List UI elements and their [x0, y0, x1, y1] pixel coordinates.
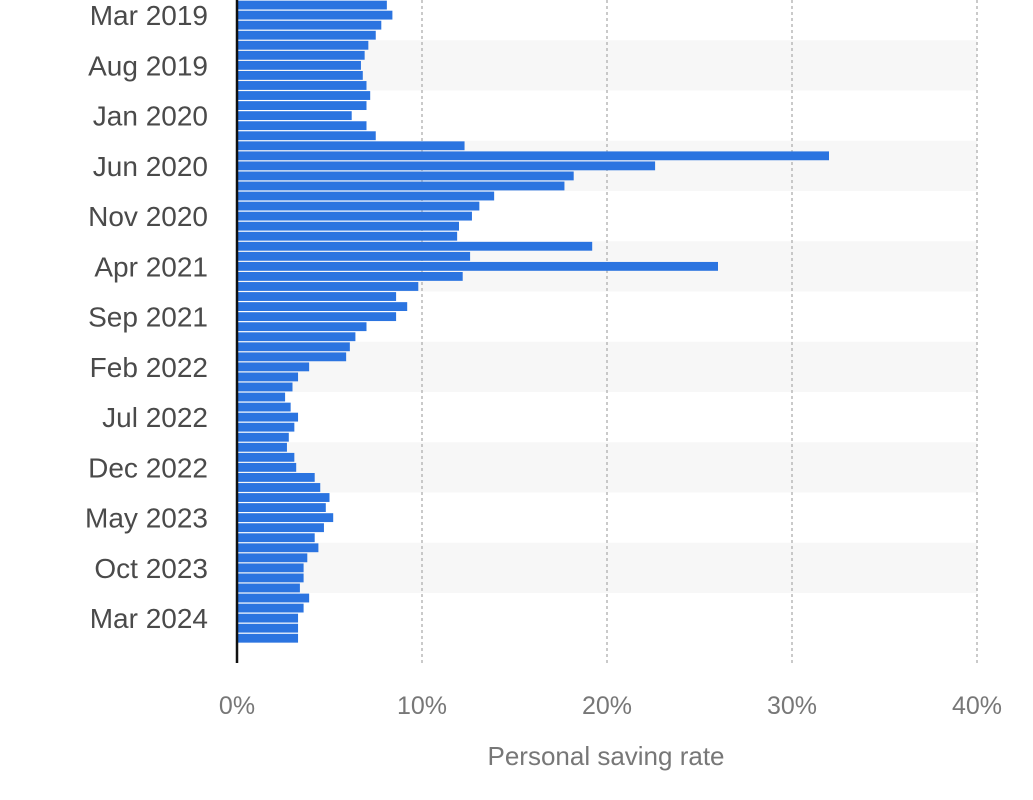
bar-may-2019 — [237, 30, 376, 40]
y-tick-oct-2023: Oct 2023 — [94, 553, 208, 584]
bar-sep-2020 — [237, 191, 495, 201]
band-9 — [237, 442, 977, 493]
bar-apr-2019 — [237, 20, 382, 30]
bar-mar-2020 — [237, 131, 376, 141]
bar-jul-2021 — [237, 292, 397, 301]
y-tick-dec-2022: Dec 2022 — [88, 452, 208, 483]
bar-jan-2022 — [237, 352, 347, 362]
y-tick-aug-2019: Aug 2019 — [88, 50, 208, 81]
bar-may-2020 — [237, 151, 829, 161]
x-tick-30: 30% — [767, 692, 817, 720]
bar-mar-2021 — [237, 251, 471, 261]
bar-series — [237, 0, 829, 643]
bar-may-2023 — [237, 513, 334, 523]
bar-jan-2023 — [237, 473, 315, 482]
x-tick-0: 0% — [219, 692, 255, 720]
y-tick-jun-2020: Jun 2020 — [93, 151, 208, 182]
bar-feb-2019 — [237, 0, 387, 10]
bar-aug-2023 — [237, 543, 319, 553]
bar-sep-2021 — [237, 312, 397, 322]
bar-may-2021 — [237, 272, 463, 281]
y-tick-jan-2020: Jan 2020 — [93, 101, 208, 132]
bar-aug-2019 — [237, 60, 361, 70]
y-tick-sep-2021: Sep 2021 — [88, 302, 208, 333]
bar-dec-2019 — [237, 101, 367, 110]
grid-lines — [421, 0, 978, 663]
bar-jul-2022 — [237, 412, 299, 422]
bar-dec-2022 — [237, 462, 297, 472]
y-tick-mar-2019: Mar 2019 — [90, 0, 208, 31]
bar-dec-2023 — [237, 583, 300, 593]
bar-nov-2020 — [237, 211, 472, 221]
y-tick-jul-2022: Jul 2022 — [102, 402, 208, 433]
bar-may-2022 — [237, 392, 286, 402]
bar-jun-2020 — [237, 161, 656, 171]
bar-aug-2022 — [237, 422, 295, 432]
bar-oct-2020 — [237, 201, 480, 211]
y-tick-may-2023: May 2023 — [85, 503, 208, 534]
x-tick-labels: 0% 10% 20% 30% 40% — [219, 692, 1002, 720]
bar-jun-2021 — [237, 282, 419, 291]
bar-sep-2022 — [237, 432, 289, 442]
bar-aug-2020 — [237, 181, 565, 191]
x-tick-20: 20% — [582, 692, 632, 720]
bar-apr-2023 — [237, 503, 326, 512]
bar-dec-2021 — [237, 342, 350, 352]
bar-feb-2022 — [237, 362, 310, 372]
bar-mar-2019 — [237, 10, 393, 20]
bar-oct-2019 — [237, 81, 367, 90]
bar-mar-2022 — [237, 372, 299, 382]
bar-apr-2024 — [237, 623, 299, 633]
bar-apr-2021 — [237, 261, 718, 271]
bar-jun-2023 — [237, 523, 324, 533]
bar-jul-2023 — [237, 533, 315, 543]
bar-jan-2020 — [237, 111, 352, 121]
band-11 — [237, 542, 977, 593]
bar-mar-2024 — [237, 613, 299, 623]
bar-may-2024 — [237, 633, 299, 643]
bar-oct-2023 — [237, 563, 304, 573]
bar-feb-2020 — [237, 121, 367, 131]
bar-jun-2022 — [237, 402, 291, 412]
bar-apr-2022 — [237, 382, 293, 392]
y-tick-feb-2022: Feb 2022 — [90, 352, 208, 383]
bar-oct-2021 — [237, 322, 367, 332]
bar-feb-2023 — [237, 483, 321, 492]
bar-nov-2023 — [237, 573, 304, 583]
x-tick-10: 10% — [397, 692, 447, 720]
x-tick-40: 40% — [952, 692, 1002, 720]
bar-nov-2022 — [237, 452, 295, 462]
bar-jan-2024 — [237, 593, 310, 603]
bar-oct-2022 — [237, 442, 287, 452]
bar-jan-2021 — [237, 231, 458, 241]
bar-dec-2020 — [237, 221, 459, 231]
bar-feb-2024 — [237, 603, 304, 613]
x-axis-label: Personal saving rate — [487, 741, 724, 771]
y-tick-labels: Mar 2019 Aug 2019 Jan 2020 Jun 2020 Nov 2020… — [85, 0, 208, 634]
bar-sep-2019 — [237, 71, 363, 80]
bar-jul-2019 — [237, 50, 365, 60]
bar-aug-2021 — [237, 302, 408, 311]
y-tick-mar-2024: Mar 2024 — [90, 603, 208, 634]
bar-nov-2021 — [237, 332, 356, 342]
bar-jul-2020 — [237, 171, 574, 181]
bar-mar-2023 — [237, 493, 330, 502]
bar-nov-2019 — [237, 91, 371, 100]
bar-jun-2019 — [237, 40, 369, 50]
bar-apr-2020 — [237, 141, 465, 151]
bar-feb-2021 — [237, 241, 593, 251]
y-tick-apr-2021: Apr 2021 — [94, 251, 208, 282]
bar-sep-2023 — [237, 553, 308, 563]
y-tick-nov-2020: Nov 2020 — [88, 201, 208, 232]
